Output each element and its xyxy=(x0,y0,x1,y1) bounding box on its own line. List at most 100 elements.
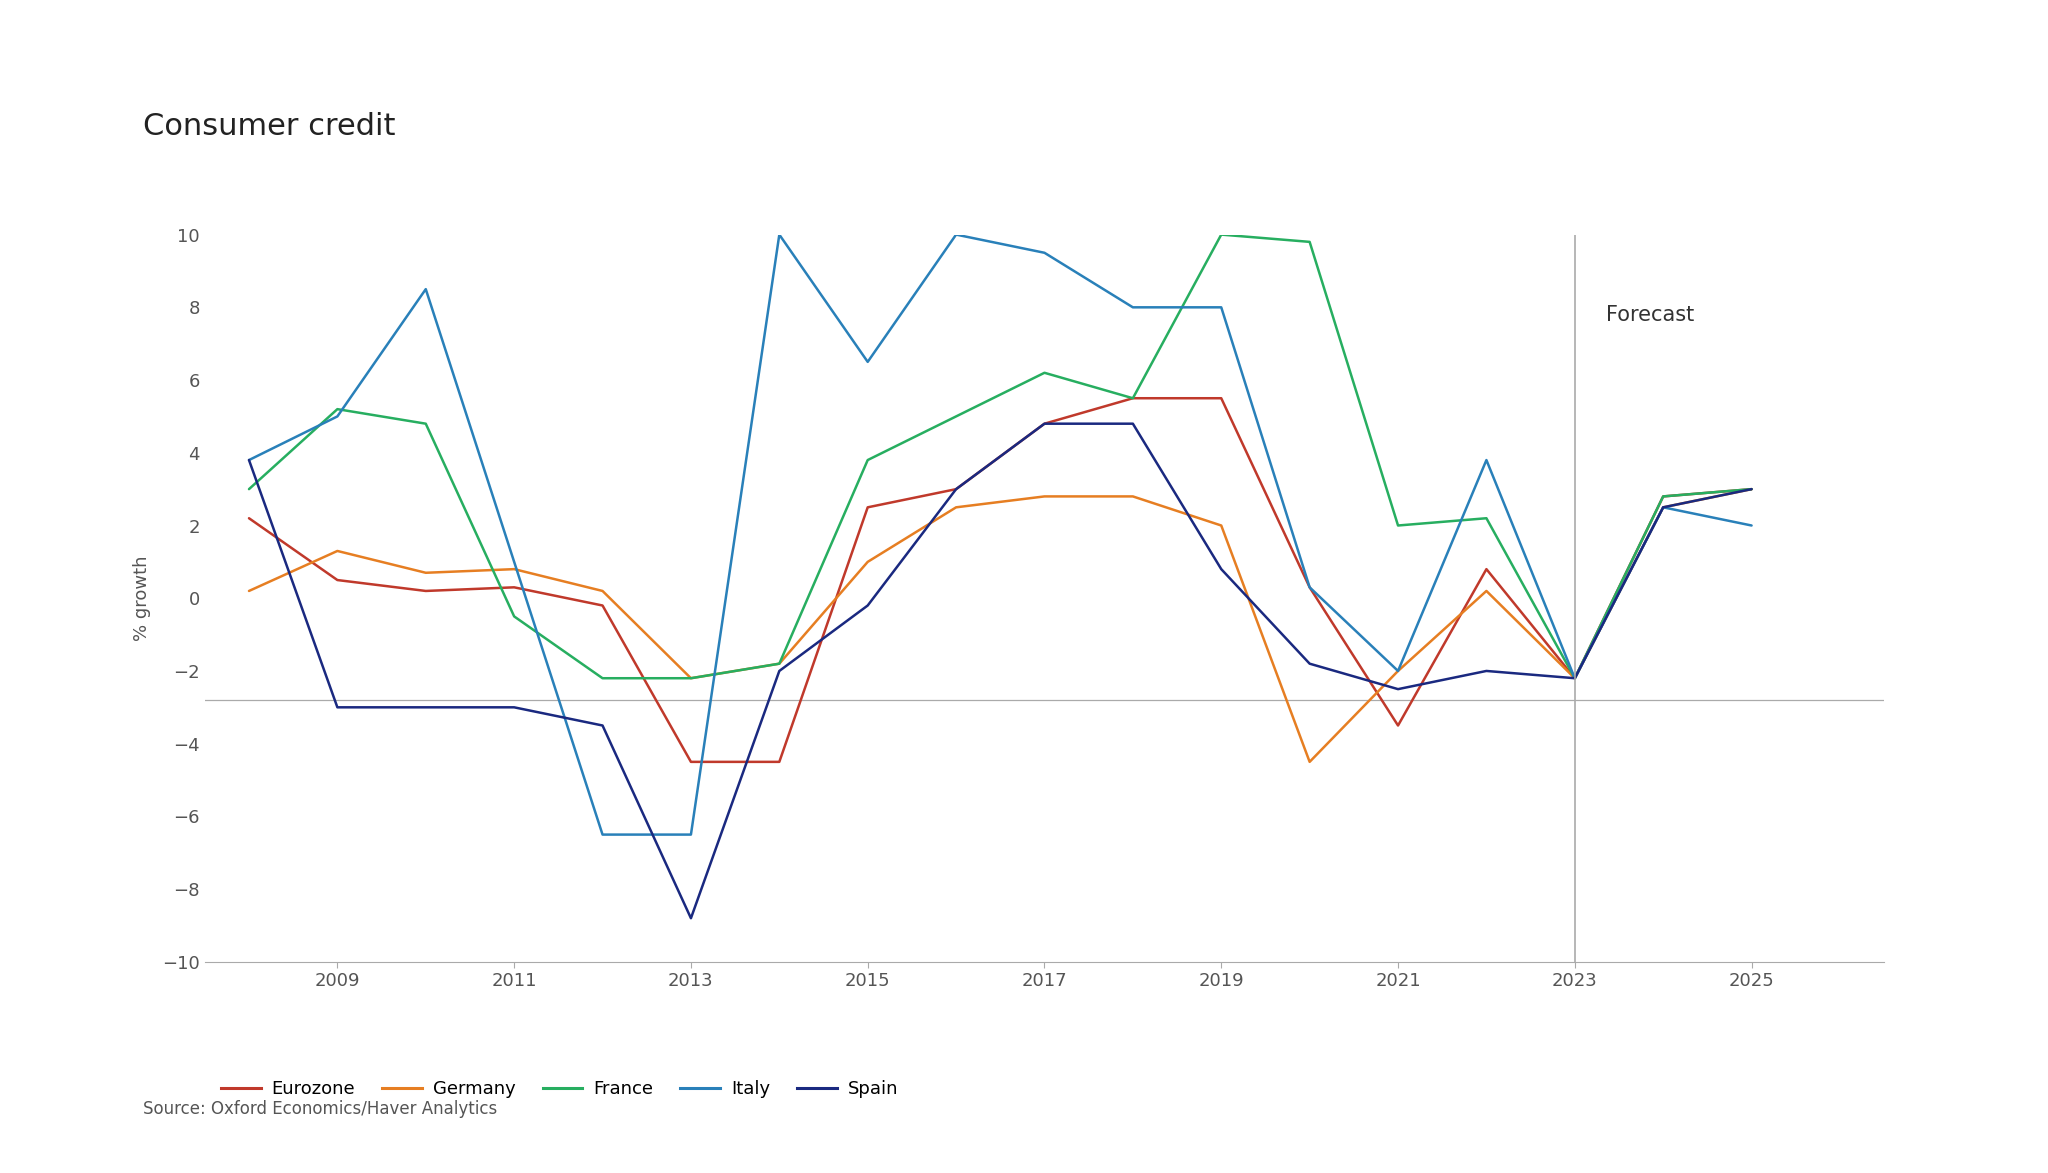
Italy xyxy=(1386,664,1411,678)
Italy xyxy=(1475,453,1499,467)
Germany xyxy=(326,544,350,558)
France xyxy=(1563,671,1587,685)
Italy xyxy=(1296,581,1321,595)
Legend: Eurozone, Germany, France, Italy, Spain: Eurozone, Germany, France, Italy, Spain xyxy=(213,1072,905,1105)
Germany xyxy=(1739,482,1763,496)
Spain xyxy=(590,718,614,732)
Italy xyxy=(1120,300,1145,314)
Italy xyxy=(856,354,881,368)
Spain xyxy=(1386,683,1411,697)
Eurozone xyxy=(414,584,438,598)
France xyxy=(1739,482,1763,496)
France xyxy=(414,416,438,430)
Eurozone xyxy=(590,598,614,612)
Eurozone xyxy=(1475,562,1499,576)
Spain xyxy=(326,700,350,714)
Italy xyxy=(502,555,526,569)
Eurozone xyxy=(1120,392,1145,406)
France xyxy=(326,402,350,416)
Line: Spain: Spain xyxy=(250,423,1751,918)
France xyxy=(1651,489,1675,503)
Text: Source: Oxford Economics/Haver Analytics: Source: Oxford Economics/Haver Analytics xyxy=(143,1100,498,1118)
Germany xyxy=(1563,671,1587,685)
Spain xyxy=(1475,664,1499,678)
Spain xyxy=(238,453,262,467)
Germany xyxy=(856,555,881,569)
Italy xyxy=(590,828,614,842)
Italy xyxy=(768,228,793,242)
France xyxy=(1475,511,1499,526)
Germany xyxy=(768,657,793,671)
Eurozone xyxy=(1032,416,1057,430)
France xyxy=(590,671,614,685)
Italy xyxy=(326,409,350,423)
Italy xyxy=(414,282,438,296)
Spain xyxy=(944,482,969,496)
Italy xyxy=(238,453,262,467)
Spain xyxy=(1651,500,1675,514)
France xyxy=(1208,228,1233,242)
Eurozone xyxy=(1739,482,1763,496)
France xyxy=(944,409,969,423)
Spain xyxy=(1120,416,1145,430)
Germany xyxy=(678,671,702,685)
Spain xyxy=(856,598,881,612)
Germany xyxy=(1475,584,1499,598)
Spain xyxy=(414,700,438,714)
Eurozone xyxy=(944,482,969,496)
France xyxy=(768,657,793,671)
Line: Germany: Germany xyxy=(250,489,1751,762)
Spain xyxy=(768,664,793,678)
France xyxy=(1296,235,1321,249)
Italy xyxy=(678,828,702,842)
Germany xyxy=(1032,489,1057,503)
Germany xyxy=(1120,489,1145,503)
Line: France: France xyxy=(250,235,1751,678)
Eurozone xyxy=(326,572,350,586)
Spain xyxy=(1563,671,1587,685)
Eurozone xyxy=(678,755,702,769)
Text: Forecast: Forecast xyxy=(1606,305,1694,325)
France xyxy=(1386,518,1411,533)
Germany xyxy=(502,562,526,576)
Spain xyxy=(678,911,702,925)
Germany xyxy=(590,584,614,598)
Eurozone xyxy=(502,581,526,595)
Spain xyxy=(1208,562,1233,576)
Italy xyxy=(1651,500,1675,514)
Eurozone xyxy=(1651,489,1675,503)
Germany xyxy=(1651,500,1675,514)
Eurozone xyxy=(1296,581,1321,595)
Spain xyxy=(502,700,526,714)
Italy xyxy=(1208,300,1233,314)
Eurozone xyxy=(1563,671,1587,685)
Germany xyxy=(414,565,438,579)
France xyxy=(856,453,881,467)
Line: Italy: Italy xyxy=(250,235,1751,835)
Germany xyxy=(1296,755,1321,769)
Eurozone xyxy=(1386,718,1411,732)
Spain xyxy=(1032,416,1057,430)
Germany xyxy=(944,500,969,514)
Germany xyxy=(238,584,262,598)
France xyxy=(238,482,262,496)
Eurozone xyxy=(1208,392,1233,406)
France xyxy=(502,610,526,624)
Italy xyxy=(944,228,969,242)
Eurozone xyxy=(856,500,881,514)
Spain xyxy=(1296,657,1321,671)
Line: Eurozone: Eurozone xyxy=(250,399,1751,762)
France xyxy=(1120,392,1145,406)
Italy xyxy=(1563,671,1587,685)
Italy xyxy=(1739,518,1763,533)
Eurozone xyxy=(238,511,262,526)
Germany xyxy=(1208,518,1233,533)
Text: Consumer credit: Consumer credit xyxy=(143,111,395,141)
France xyxy=(1032,366,1057,380)
Italy xyxy=(1032,245,1057,259)
Germany xyxy=(1386,664,1411,678)
France xyxy=(678,671,702,685)
Spain xyxy=(1739,482,1763,496)
Y-axis label: % growth: % growth xyxy=(133,556,152,640)
Eurozone xyxy=(768,755,793,769)
